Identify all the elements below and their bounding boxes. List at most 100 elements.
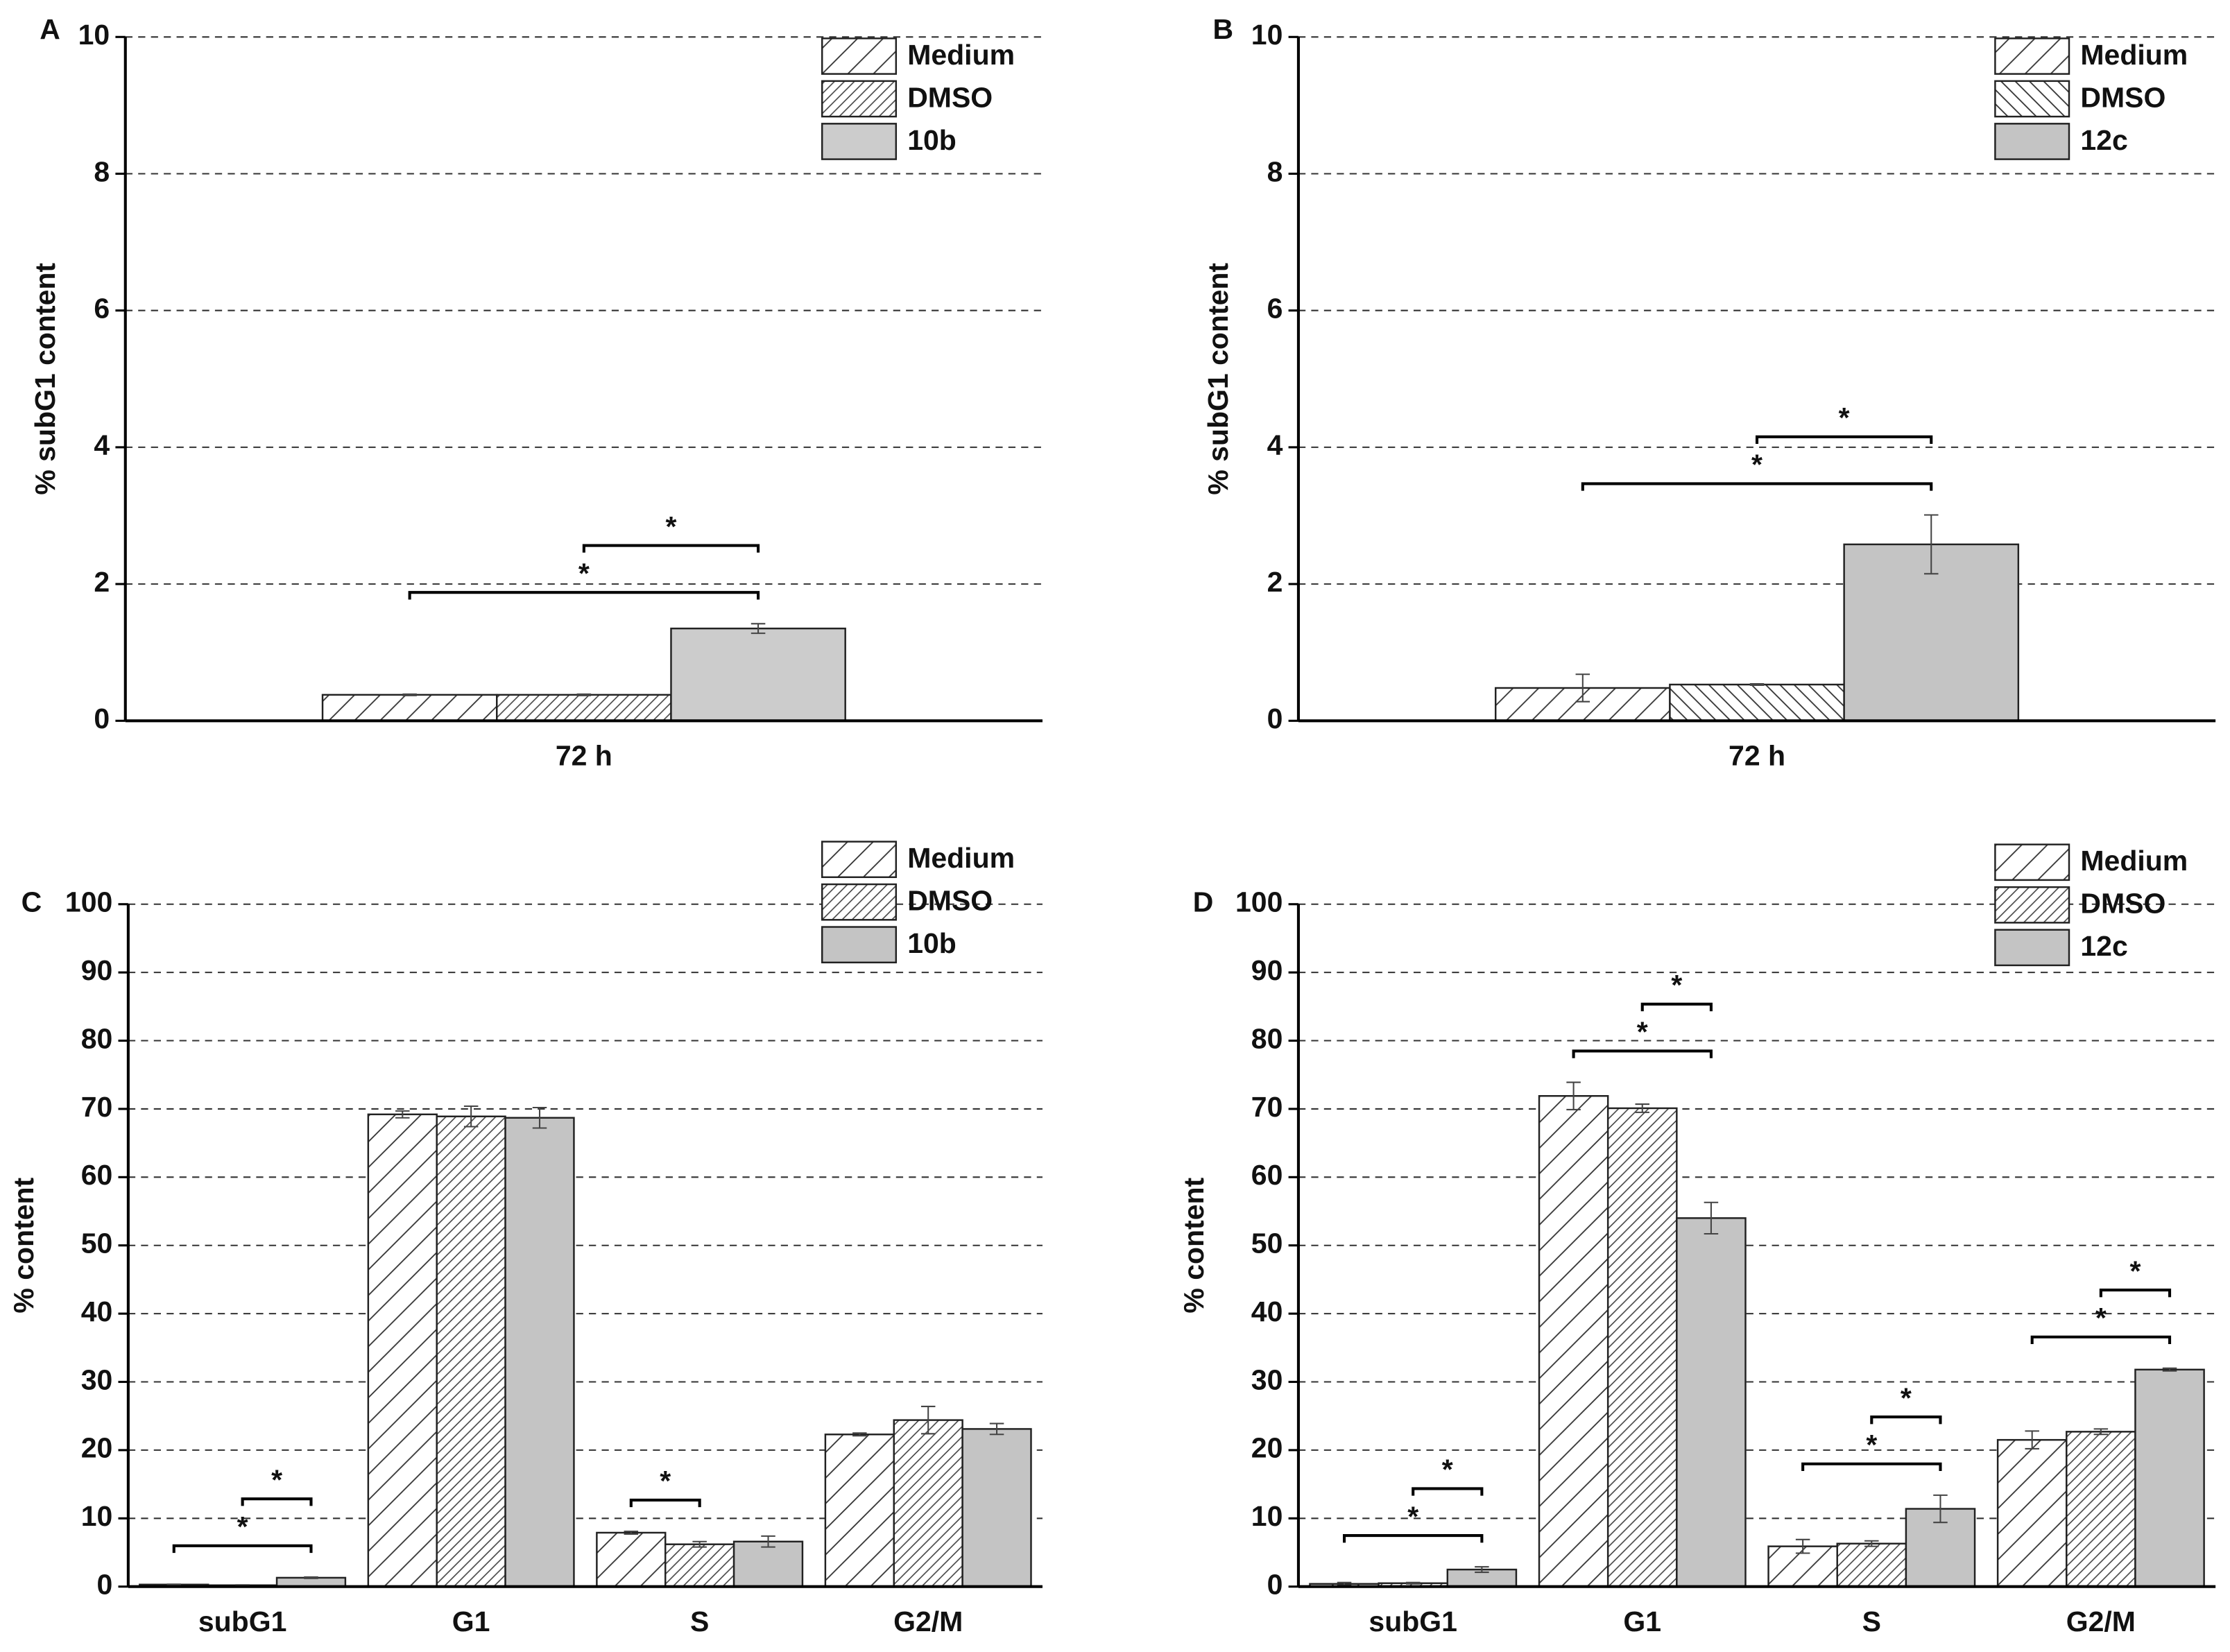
error-bar	[1749, 683, 1765, 687]
y-tick-label: 100	[1235, 886, 1283, 918]
legend-label: 12c	[2080, 930, 2127, 962]
bar	[1446, 1568, 1518, 1588]
y-tick-label: 0	[1267, 703, 1283, 734]
legend-label: DMSO	[907, 81, 993, 113]
significance-label: *	[1407, 1500, 1418, 1532]
y-axis-label: % content	[8, 1177, 40, 1313]
y-tick-label: 2	[94, 566, 110, 598]
error-bar	[2093, 1428, 2109, 1436]
bar	[321, 694, 498, 722]
significance-label: *	[1901, 1382, 1912, 1413]
y-tick-label: 30	[81, 1363, 113, 1395]
error-bar	[166, 1583, 182, 1586]
significance-bracket	[1801, 1462, 1942, 1472]
y-tick-label: 80	[81, 1022, 113, 1054]
error-bar	[920, 1405, 936, 1435]
y-tick-label: 6	[1267, 293, 1283, 325]
x-tick-label: subG1	[198, 1606, 287, 1637]
error-bar	[1933, 1494, 1948, 1524]
significance-bracket	[1581, 482, 1933, 491]
y-tick-label: 100	[65, 886, 112, 918]
error-bar	[1475, 1566, 1489, 1574]
y-tick-label: 50	[81, 1228, 113, 1259]
error-bar	[692, 1540, 707, 1548]
legend-label: Medium	[2080, 39, 2188, 71]
x-tick-label: subG1	[1369, 1606, 1457, 1637]
significance-label: *	[1839, 402, 1850, 433]
y-tick-label: 90	[81, 954, 113, 986]
legend-label: DMSO	[2080, 81, 2165, 113]
error-bar	[576, 693, 592, 696]
y-tick-label: 60	[1251, 1159, 1283, 1191]
bar	[504, 1117, 575, 1588]
error-bar	[852, 1432, 867, 1437]
y-tick-label: 0	[97, 1569, 113, 1601]
legend-label: Medium	[907, 842, 1015, 874]
bar	[824, 1434, 895, 1588]
error-bar	[463, 1105, 479, 1128]
y-tick-label: 0	[94, 703, 110, 734]
y-tick-label: 2	[1267, 566, 1283, 598]
error-bar	[1704, 1201, 1719, 1235]
y-tick-label: 10	[1251, 19, 1283, 51]
y-tick-label: 10	[78, 19, 110, 51]
significance-label: *	[1866, 1429, 1877, 1461]
x-tick-label: S	[1862, 1606, 1881, 1637]
y-tick-label: 10	[1251, 1500, 1283, 1532]
significance-bracket	[2099, 1289, 2172, 1298]
legend-swatch	[1994, 843, 2070, 881]
legend-label: Medium	[2080, 845, 2188, 877]
legend-swatch	[821, 883, 898, 921]
y-tick-label: 70	[1251, 1091, 1283, 1123]
y-tick-label: 80	[1251, 1022, 1283, 1054]
bar	[1606, 1107, 1678, 1588]
significance-label: *	[2095, 1302, 2107, 1334]
y-tick-label: 10	[81, 1500, 113, 1532]
error-bar	[402, 693, 417, 696]
error-bar	[624, 1530, 639, 1535]
legend-swatch	[1994, 929, 2070, 967]
x-tick-label: G1	[452, 1606, 490, 1637]
y-tick-label: 0	[1267, 1569, 1283, 1601]
error-bar	[1566, 1081, 1581, 1110]
error-bar	[1575, 673, 1590, 703]
legend-label: 10b	[907, 124, 957, 156]
bar	[436, 1115, 506, 1588]
significance-bracket	[1342, 1534, 1484, 1543]
bar	[732, 1540, 804, 1588]
error-bar	[1635, 1103, 1650, 1113]
bar	[1836, 1542, 1907, 1588]
significance-label: *	[1751, 449, 1762, 481]
legend-label: DMSO	[2080, 888, 2165, 920]
significance-label: *	[660, 1465, 671, 1497]
error-bar	[1924, 514, 1939, 575]
significance-bracket	[629, 1498, 701, 1508]
y-tick-label: 70	[81, 1091, 113, 1123]
bar	[1676, 1217, 1747, 1588]
bar	[596, 1531, 667, 1588]
legend-label: Medium	[907, 39, 1015, 71]
legend-swatch	[1994, 80, 2070, 118]
significance-bracket	[582, 544, 760, 553]
legend-swatch	[1994, 123, 2070, 160]
x-tick-label: 72 h	[1729, 739, 1785, 771]
significance-label: *	[665, 510, 676, 542]
significance-label: *	[1637, 1016, 1648, 1048]
y-tick-label: 4	[94, 429, 110, 461]
significance-bracket	[241, 1497, 313, 1506]
y-tick-label: 40	[1251, 1296, 1283, 1327]
error-bar	[304, 1576, 318, 1579]
significance-bracket	[172, 1544, 313, 1554]
legend-swatch	[821, 841, 898, 879]
y-tick-label: 20	[81, 1432, 113, 1464]
legend-swatch	[821, 926, 898, 964]
significance-label: *	[271, 1463, 282, 1495]
y-axis-label: % subG1 content	[29, 263, 61, 495]
x-tick-label: S	[690, 1606, 709, 1637]
significance-label: *	[237, 1511, 248, 1542]
bar	[496, 694, 672, 722]
error-bar	[2162, 1367, 2177, 1372]
significance-label: *	[1671, 969, 1682, 1001]
